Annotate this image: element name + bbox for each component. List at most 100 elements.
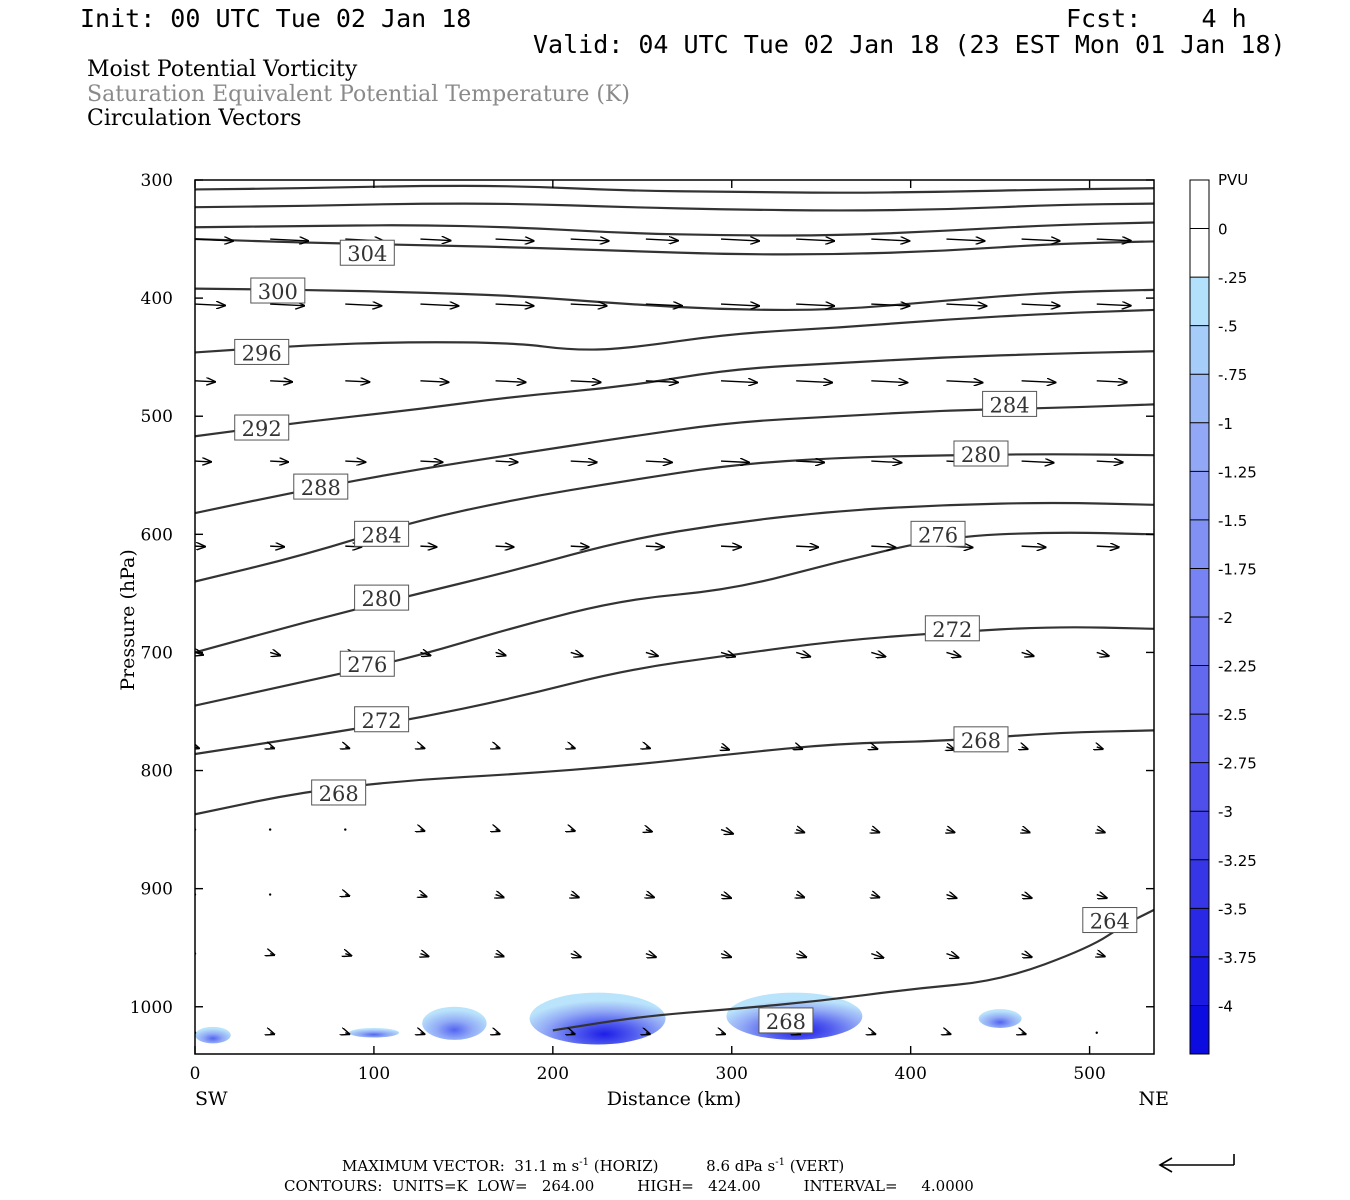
- colorbar-label: -2.75: [1218, 755, 1257, 773]
- circulation-vector: [871, 652, 885, 656]
- contour-label-box: [924, 615, 980, 642]
- circulation-vector: [1096, 239, 1131, 241]
- circulation-vector: [1096, 546, 1119, 547]
- footer-max-vector: MAXIMUM VECTOR: 31.1 m s-1 (HORIZ) 8.6 d…: [342, 1157, 845, 1175]
- circulation-vector: [1096, 381, 1127, 383]
- contour-label-box: [311, 779, 367, 806]
- forecast-hour: Fcst: 4 h: [1066, 4, 1247, 33]
- contour-label-box: [339, 650, 395, 677]
- colorbar-label: -2.5: [1218, 706, 1247, 724]
- circulation-vector: [571, 830, 575, 831]
- circulation-vector: [796, 304, 834, 306]
- circulation-vector: [796, 546, 818, 547]
- circulation-vector: [1096, 895, 1107, 899]
- colorbar-label: -3.75: [1218, 949, 1257, 967]
- y-tick-label: 800: [141, 762, 173, 782]
- circulation-vector: [495, 652, 506, 655]
- circulation-vector: [1021, 652, 1034, 656]
- circulation-vector: [946, 652, 960, 656]
- circulation-vector: [345, 747, 349, 748]
- footer-contours: CONTOURS: UNITS=K LOW= 264.00 HIGH= 424.…: [284, 1177, 974, 1195]
- circulation-vector: [645, 461, 672, 462]
- circulation-vector: [496, 830, 500, 831]
- theta-es-contour: [195, 626, 1154, 756]
- circulation-vector: [871, 381, 907, 383]
- circulation-vector: [1021, 461, 1054, 463]
- colorbar-swatch: [1190, 859, 1209, 909]
- contour-label-text: 272: [362, 709, 402, 733]
- contour-label-text: 276: [347, 653, 387, 677]
- contour-label-text: 276: [918, 523, 958, 547]
- circulation-vector: [570, 546, 589, 547]
- circulation-vector: [496, 1033, 500, 1034]
- contour-label-text: 304: [347, 242, 387, 266]
- contour-label: 272: [924, 615, 980, 642]
- colorbar-label: -1.25: [1218, 463, 1257, 481]
- y-tick-label: 900: [141, 880, 173, 900]
- circulation-vector: [270, 1033, 274, 1034]
- circulation-vector: [1021, 895, 1032, 899]
- colorbar-label: -.5: [1218, 318, 1238, 336]
- circulation-vector: [270, 546, 284, 547]
- mpv-shade: [422, 1006, 487, 1040]
- contour-label-box: [910, 520, 966, 547]
- circulation-vector: [420, 747, 424, 748]
- circulation-vector: [496, 747, 500, 748]
- contour-label-box: [339, 239, 395, 266]
- theta-es-contour: [195, 202, 1154, 212]
- contour-label-text: 264: [1090, 910, 1130, 934]
- circulation-vector: [570, 381, 601, 383]
- colorbar-swatch: [1190, 956, 1209, 1006]
- colorbar-swatch: [1190, 374, 1209, 424]
- circulation-vector: [420, 381, 448, 382]
- contour-label-box: [250, 277, 306, 304]
- circulation-vector: [796, 830, 804, 833]
- circulation-vector: [495, 546, 514, 547]
- y-tick-label: 300: [141, 171, 173, 191]
- circulation-vector: [345, 954, 351, 956]
- theta-es-contour: [195, 184, 1154, 194]
- circulation-vector: [795, 652, 810, 656]
- circulation-vector: [1097, 747, 1103, 749]
- contour-label-text: 284: [362, 523, 402, 547]
- y-tick-label: 500: [141, 407, 173, 427]
- colorbar-label: -3.25: [1218, 852, 1257, 870]
- circulation-vector: [345, 1033, 349, 1034]
- theta-es-contour: [195, 287, 1154, 312]
- circulation-vector: [645, 304, 682, 306]
- colorbar-label: -4: [1218, 997, 1233, 1015]
- circulation-vector: [721, 1033, 725, 1034]
- contour-label-box: [234, 338, 290, 365]
- circulation-vector: [270, 461, 288, 462]
- x-right-label: NE: [1139, 1088, 1170, 1110]
- mpv-shade: [978, 1009, 1022, 1029]
- circulation-vector: [646, 895, 654, 898]
- circulation-vector: [495, 381, 526, 383]
- circulation-vector: [420, 546, 436, 547]
- circulation-vector: [871, 546, 895, 547]
- circulation-vector: [420, 895, 426, 897]
- circulation-vector: [270, 381, 292, 382]
- circulation-vector: [946, 381, 982, 383]
- circulation-vector: [1022, 1033, 1026, 1034]
- contour-label: 268: [758, 1007, 814, 1034]
- circulation-vector: [796, 747, 802, 749]
- circulation-vector: [570, 954, 581, 958]
- contour-label-box: [1082, 907, 1138, 934]
- colorbar-swatch: [1190, 714, 1209, 764]
- plot-frame: [194, 179, 1155, 1055]
- circulation-vector: [720, 239, 759, 241]
- colorbar-label: -2: [1218, 609, 1233, 627]
- x-tick-label: 400: [894, 1064, 926, 1084]
- colorbar-swatch: [1190, 665, 1209, 715]
- contour-label-text: 288: [301, 476, 341, 500]
- circulation-vector: [344, 828, 347, 831]
- theta-es-contour: [552, 908, 1154, 1032]
- theta-es-contour: [195, 350, 1154, 438]
- circulation-vector: [570, 304, 607, 306]
- circulation-vector: [345, 461, 365, 462]
- contour-label: 288: [293, 473, 349, 500]
- contour-label-text: 268: [766, 1010, 806, 1034]
- contour-label: 268: [311, 779, 367, 806]
- circulation-vector: [720, 954, 731, 958]
